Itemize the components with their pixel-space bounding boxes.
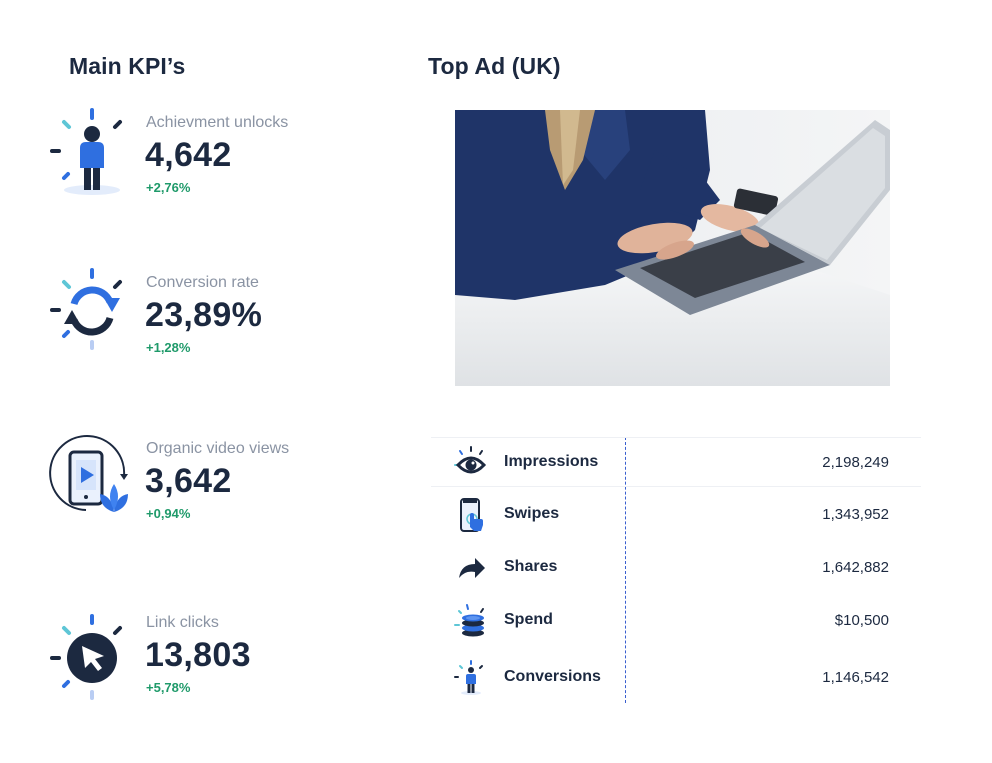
- metric-label: Shares: [504, 558, 558, 575]
- metric-value: 1,146,542: [822, 669, 889, 686]
- share-arrow-icon: [453, 550, 489, 586]
- cursor-click-icon: [44, 604, 132, 704]
- table-row: Spend $10,500: [431, 596, 921, 646]
- kpi-label: Organic video views: [146, 440, 290, 457]
- kpi-change: +1,28%: [146, 340, 191, 355]
- kpi-label: Link clicks: [146, 614, 219, 631]
- phone-swipe-icon: [453, 497, 489, 533]
- top-ad-metrics-table: Impressions 2,198,249 Swipes 1,343,952 S…: [431, 437, 921, 703]
- phone-video-growth-icon: [44, 430, 132, 530]
- kpi-organic-video-views: Organic video views 3,642 +0,94%: [44, 430, 374, 540]
- metric-label: Conversions: [504, 668, 601, 685]
- kpi-label: Achievment unlocks: [146, 114, 289, 131]
- metric-label: Spend: [504, 611, 553, 628]
- metric-label: Swipes: [504, 505, 560, 522]
- table-row: Impressions 2,198,249: [431, 437, 921, 487]
- table-row: Shares 1,642,882: [431, 543, 921, 593]
- eye-icon: [453, 445, 489, 481]
- kpi-change: +2,76%: [146, 180, 191, 195]
- table-row: Conversions 1,146,542: [431, 653, 921, 703]
- metric-value: 2,198,249: [822, 454, 889, 471]
- kpi-conversion-rate: Conversion rate 23,89% +1,28%: [44, 264, 374, 374]
- metric-value: 1,343,952: [822, 506, 889, 523]
- metric-value: $10,500: [834, 612, 889, 629]
- top-ad-title: Top Ad (UK): [428, 53, 561, 79]
- top-ad-image: [455, 110, 890, 386]
- column-divider: [625, 437, 626, 703]
- kpi-value: 4,642: [145, 136, 232, 174]
- kpi-change: +0,94%: [146, 506, 191, 521]
- kpi-achievement-unlocks: Achievment unlocks 4,642 +2,76%: [44, 104, 374, 214]
- table-row: Swipes 1,343,952: [431, 490, 921, 540]
- kpi-value: 13,803: [145, 636, 251, 674]
- person-icon: [44, 104, 132, 204]
- main-kpis-title: Main KPI’s: [69, 53, 186, 79]
- metric-value: 1,642,882: [822, 559, 889, 576]
- kpi-label: Conversion rate: [146, 274, 259, 291]
- kpi-change: +5,78%: [146, 680, 191, 695]
- coins-stack-icon: [453, 603, 489, 639]
- kpi-value: 23,89%: [145, 296, 263, 334]
- person-icon: [453, 660, 489, 696]
- metric-label: Impressions: [504, 453, 599, 470]
- refresh-cycle-icon: [44, 264, 132, 364]
- kpi-value: 3,642: [145, 462, 232, 500]
- kpi-link-clicks: Link clicks 13,803 +5,78%: [44, 604, 374, 714]
